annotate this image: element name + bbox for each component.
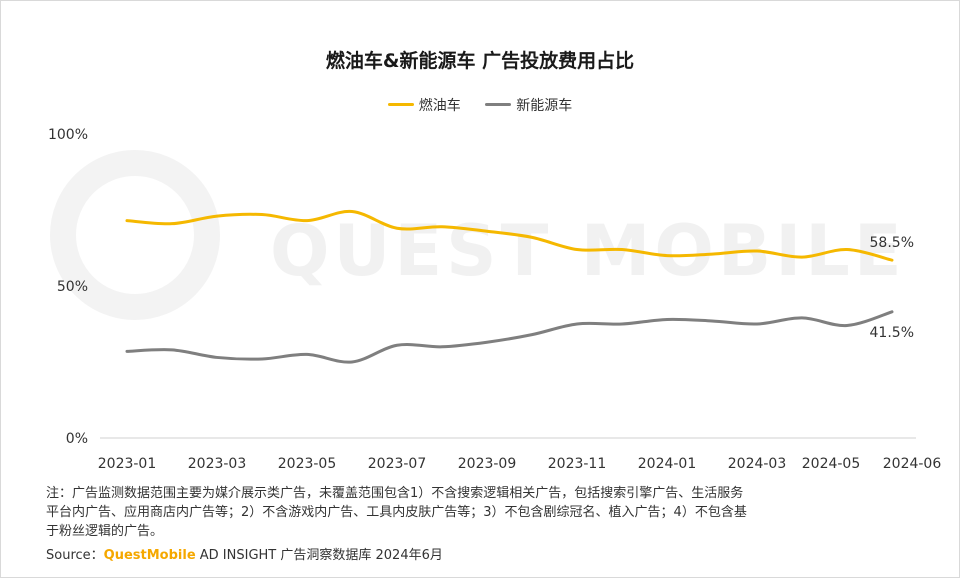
y-tick-label: 0% <box>66 431 88 447</box>
note-line-2: 平台内广告、应用商店内广告等；2）不含游戏内广告、工具内皮肤广告等；3）不包含剧… <box>46 505 747 520</box>
series-line-ev <box>125 310 894 364</box>
chart-title: 燃油车&新能源车 广告投放费用占比 <box>325 50 635 72</box>
legend-label-ev: 新能源车 <box>516 97 573 114</box>
y-tick-label: 50% <box>57 279 88 295</box>
note-line-3: 于粉丝逻辑的广告。 <box>46 524 164 539</box>
legend-swatch-fuel <box>387 103 414 106</box>
legend-item-ev: 新能源车 <box>485 95 572 115</box>
x-tick-label: 2024-01 <box>638 456 697 472</box>
end-data-label: 41.5% <box>870 325 914 341</box>
x-tick-label: 2023-09 <box>458 456 517 472</box>
x-tick-label: 2024-03 <box>728 456 787 472</box>
x-tick-label: 2023-05 <box>278 456 337 472</box>
x-tick-label: 2023-01 <box>98 456 157 472</box>
note-line-1: 注：广告监测数据范围主要为媒介展示类广告，未覆盖范围包含1）不含搜索逻辑相关广告… <box>46 486 744 501</box>
x-tick-label: 2024-06 <box>883 456 942 472</box>
source-brand: QuestMobile <box>103 548 196 563</box>
source-label: Source： <box>46 548 104 563</box>
y-tick-label: 100% <box>48 127 88 143</box>
end-data-label: 58.5% <box>870 235 914 251</box>
legend-item-fuel: 燃油车 <box>387 95 461 115</box>
source: Source：QuestMobile AD INSIGHT 广告洞察数据库 20… <box>46 544 443 563</box>
legend-label-fuel: 燃油车 <box>418 97 461 114</box>
legend: 燃油车 新能源车 <box>0 94 960 115</box>
x-tick-label: 2023-07 <box>368 456 427 472</box>
x-tick-label: 2023-11 <box>548 456 607 472</box>
x-tick-label: 2023-03 <box>188 456 247 472</box>
x-tick-label: 2024-05 <box>802 456 861 472</box>
legend-swatch-ev <box>485 103 512 106</box>
source-rest: AD INSIGHT 广告洞察数据库 2024年6月 <box>195 548 443 563</box>
series-line-fuel <box>125 210 894 262</box>
